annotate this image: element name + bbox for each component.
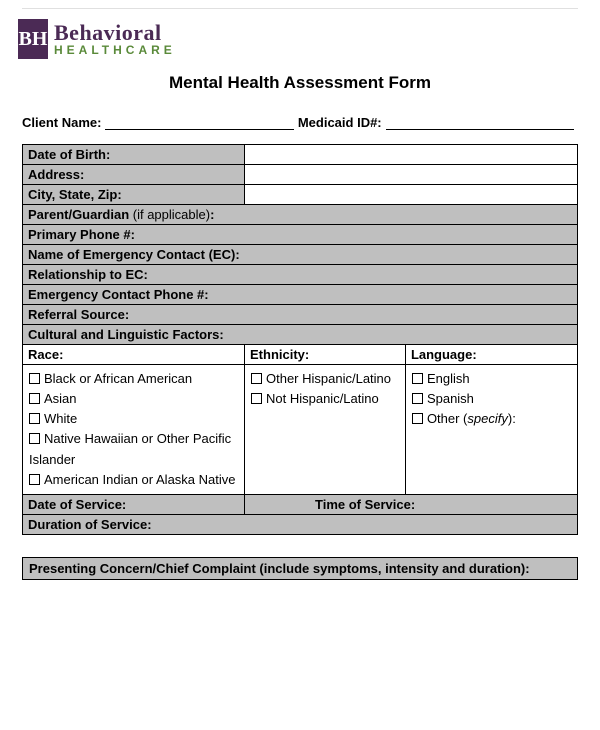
ethnicity-header: Ethnicity:	[245, 345, 406, 365]
guardian-row[interactable]: Parent/Guardian (if applicable):	[23, 205, 578, 225]
eth-opt-0-label: Other Hispanic/Latino	[266, 371, 391, 386]
race-opt-4-label: American Indian or Alaska Native	[44, 472, 235, 487]
phone-row[interactable]: Primary Phone #:	[23, 225, 578, 245]
lang-opt-1[interactable]: Spanish	[412, 389, 571, 409]
guardian-label: Parent/Guardian	[28, 207, 129, 222]
medicaid-label: Medicaid ID#:	[298, 115, 382, 130]
eth-opt-0[interactable]: Other Hispanic/Latino	[251, 369, 399, 389]
checkbox-icon[interactable]	[29, 393, 40, 404]
language-header: Language:	[405, 345, 577, 365]
language-options: English Spanish Other (specify):	[405, 365, 577, 495]
lang-opt-0[interactable]: English	[412, 369, 571, 389]
checkbox-icon[interactable]	[251, 373, 262, 384]
race-opt-0[interactable]: Black or African American	[29, 369, 238, 389]
top-rule	[22, 8, 578, 9]
race-header: Race:	[23, 345, 245, 365]
checkbox-icon[interactable]	[412, 373, 423, 384]
race-opt-2-label: White	[44, 411, 77, 426]
checkbox-icon[interactable]	[412, 413, 423, 424]
ethnicity-options: Other Hispanic/Latino Not Hispanic/Latin…	[245, 365, 406, 495]
cultural-row: Cultural and Linguistic Factors:	[23, 325, 578, 345]
race-opt-1-label: Asian	[44, 391, 77, 406]
eth-opt-1-label: Not Hispanic/Latino	[266, 391, 379, 406]
race-opt-3[interactable]: Native Hawaiian or Other Pacific Islande…	[29, 429, 238, 469]
lang-opt-1-label: Spanish	[427, 391, 474, 406]
form-title: Mental Health Assessment Form	[22, 73, 578, 93]
address-label: Address:	[23, 165, 245, 185]
checkbox-icon[interactable]	[29, 413, 40, 424]
logo: BH Behavioral HEALTHCARE	[18, 19, 578, 59]
lang-other-italic: specify	[467, 411, 507, 426]
spacer	[22, 535, 578, 557]
client-row: Client Name: Medicaid ID#:	[22, 115, 578, 130]
lang-other-suffix: ):	[508, 411, 516, 426]
logo-line2: HEALTHCARE	[54, 44, 176, 56]
race-opt-4[interactable]: American Indian or Alaska Native	[29, 470, 238, 490]
logo-line1: Behavioral	[54, 22, 176, 44]
race-opt-1[interactable]: Asian	[29, 389, 238, 409]
checkbox-icon[interactable]	[29, 373, 40, 384]
race-options: Black or African American Asian White Na…	[23, 365, 245, 495]
form-table: Date of Birth: Address: City, State, Zip…	[22, 144, 578, 535]
client-name-input[interactable]	[105, 115, 293, 130]
address-input[interactable]	[245, 165, 578, 185]
client-name-label: Client Name:	[22, 115, 101, 130]
eth-opt-1[interactable]: Not Hispanic/Latino	[251, 389, 399, 409]
checkbox-icon[interactable]	[251, 393, 262, 404]
medicaid-input[interactable]	[386, 115, 574, 130]
ec-phone-row[interactable]: Emergency Contact Phone #:	[23, 285, 578, 305]
guardian-colon: :	[210, 207, 214, 222]
city-input[interactable]	[245, 185, 578, 205]
presenting-concern: Presenting Concern/Chief Complaint (incl…	[22, 557, 578, 580]
lang-opt-other[interactable]: Other (specify):	[412, 409, 571, 429]
race-opt-0-label: Black or African American	[44, 371, 192, 386]
checkbox-icon[interactable]	[29, 474, 40, 485]
ec-rel-row[interactable]: Relationship to EC:	[23, 265, 578, 285]
ec-name-row[interactable]: Name of Emergency Contact (EC):	[23, 245, 578, 265]
checkbox-icon[interactable]	[29, 433, 40, 444]
date-service-label: Date of Service:	[23, 494, 245, 514]
guardian-note: (if applicable)	[129, 207, 210, 222]
dob-label: Date of Birth:	[23, 145, 245, 165]
checkbox-icon[interactable]	[412, 393, 423, 404]
duration-row[interactable]: Duration of Service:	[23, 514, 578, 534]
lang-opt-0-label: English	[427, 371, 470, 386]
race-opt-3-label: Native Hawaiian or Other Pacific Islande…	[29, 431, 231, 466]
referral-row[interactable]: Referral Source:	[23, 305, 578, 325]
city-label: City, State, Zip:	[23, 185, 245, 205]
logo-text: Behavioral HEALTHCARE	[54, 22, 176, 56]
dob-input[interactable]	[245, 145, 578, 165]
time-service-label: Time of Service:	[245, 494, 578, 514]
logo-mark: BH	[18, 19, 48, 59]
race-opt-2[interactable]: White	[29, 409, 238, 429]
lang-other-prefix: Other (	[427, 411, 467, 426]
